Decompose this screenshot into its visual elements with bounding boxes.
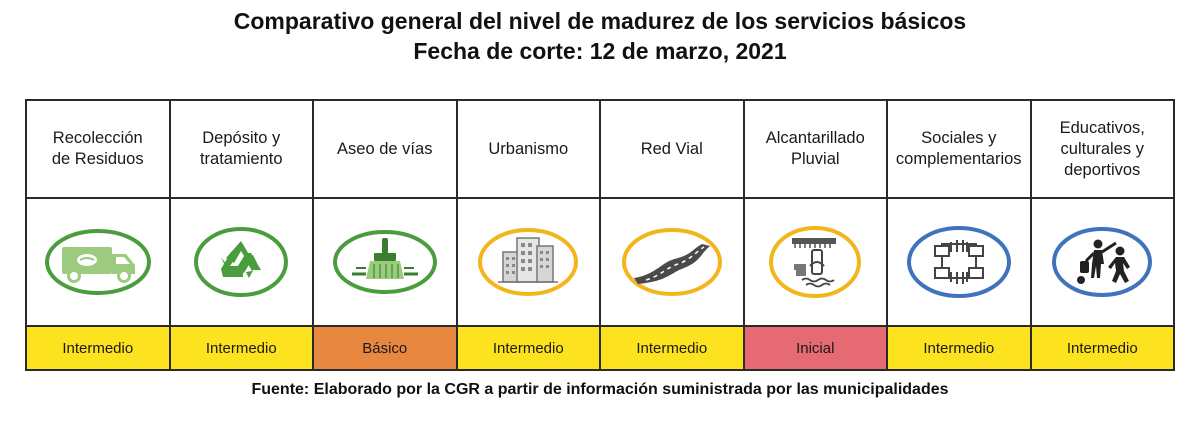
service-icon-cell bbox=[886, 197, 1032, 327]
service-name-cell: Urbanismo bbox=[455, 99, 601, 199]
garbage-truck-icon bbox=[44, 229, 151, 295]
chart-title: Comparativo general del nivel de madurez… bbox=[233, 8, 967, 34]
service-name-line: culturales y bbox=[1060, 139, 1144, 158]
source-note: Fuente: Elaborado por la CGR a partir de… bbox=[251, 381, 949, 398]
maturity-level-cell: Básico bbox=[312, 325, 458, 371]
service-name-line: complementarios bbox=[895, 150, 1022, 168]
maturity-level-cell: Inicial bbox=[742, 325, 888, 371]
maturity-level-cell: Intermedio bbox=[168, 325, 314, 371]
service-name-line: Red Vial bbox=[640, 139, 703, 158]
broom-icon bbox=[332, 230, 437, 294]
maturity-level-cell: Intermedio bbox=[886, 325, 1032, 371]
service-name-cell: Educativos, culturales y deportivos bbox=[1029, 99, 1175, 199]
service-icon-cell bbox=[168, 197, 314, 327]
recycle-icon bbox=[194, 227, 289, 297]
service-name-line: Pluvial bbox=[790, 150, 840, 168]
services-maturity-table: Recolección de Residuos Depósito y trata… bbox=[25, 99, 1175, 371]
service-icon-cell bbox=[599, 197, 745, 327]
service-icons-row bbox=[25, 197, 1175, 327]
service-name-cell: Sociales y complementarios bbox=[886, 99, 1032, 199]
service-name-line: Depósito y bbox=[202, 129, 281, 147]
maturity-level-cell: Intermedio bbox=[1029, 325, 1175, 371]
maturity-level-cell: Intermedio bbox=[25, 325, 171, 371]
service-name-line: Aseo de vías bbox=[337, 139, 433, 158]
road-icon bbox=[621, 228, 722, 296]
service-icon-cell bbox=[312, 197, 458, 327]
service-name-line: Alcantarillado bbox=[765, 129, 865, 147]
service-names-row: Recolección de Residuos Depósito y trata… bbox=[25, 99, 1175, 199]
service-name-line: tratamiento bbox=[199, 150, 283, 168]
service-icon-cell bbox=[455, 197, 601, 327]
service-name-cell: Red Vial bbox=[599, 99, 745, 199]
maturity-level-cell: Intermedio bbox=[455, 325, 601, 371]
service-name-line: Recolección bbox=[52, 129, 143, 147]
cutoff-date-subtitle: Fecha de corte: 12 de marzo, 2021 bbox=[413, 38, 787, 64]
service-name-cell: Depósito y tratamiento bbox=[168, 99, 314, 199]
helping-hands-icon bbox=[906, 226, 1011, 298]
service-name-cell: Aseo de vías bbox=[312, 99, 458, 199]
service-name-line: de Residuos bbox=[51, 150, 144, 168]
service-icon-cell bbox=[1029, 197, 1175, 327]
service-name-line: Educativos, bbox=[1059, 118, 1145, 137]
service-name-cell: Alcantarillado Pluvial bbox=[742, 99, 888, 199]
service-name-line: deportivos bbox=[1064, 160, 1141, 179]
people-activities-icon bbox=[1052, 227, 1153, 297]
service-name-line: Urbanismo bbox=[488, 139, 569, 158]
service-name-cell: Recolección de Residuos bbox=[25, 99, 171, 199]
maturity-levels-row: Intermedio Intermedio Básico Intermedio … bbox=[25, 325, 1175, 371]
service-icon-cell bbox=[742, 197, 888, 327]
service-name-line: Sociales y bbox=[921, 129, 997, 147]
service-icon-cell bbox=[25, 197, 171, 327]
buildings-icon bbox=[478, 228, 579, 296]
storm-drain-icon bbox=[769, 226, 862, 298]
maturity-level-cell: Intermedio bbox=[599, 325, 745, 371]
